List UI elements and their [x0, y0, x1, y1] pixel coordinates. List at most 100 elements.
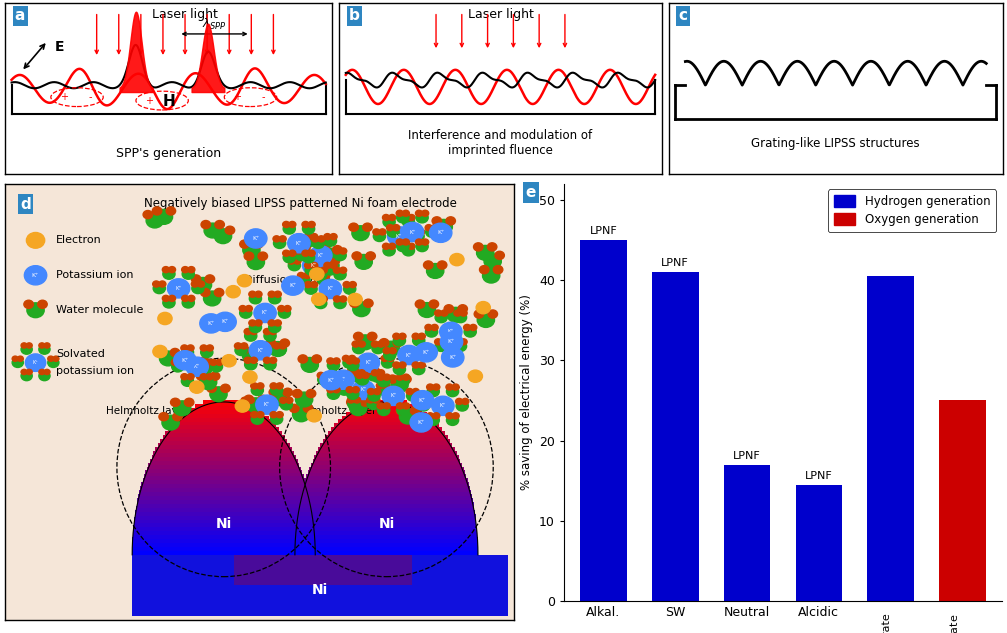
Bar: [296, 529, 477, 536]
Text: K⁺: K⁺: [310, 263, 317, 268]
Circle shape: [239, 306, 247, 311]
Circle shape: [347, 370, 361, 381]
Bar: [132, 545, 315, 551]
Circle shape: [279, 235, 286, 242]
Circle shape: [394, 364, 406, 375]
Circle shape: [153, 346, 167, 358]
Circle shape: [222, 354, 237, 367]
Circle shape: [310, 234, 318, 240]
Text: Grating-like LIPSS structures: Grating-like LIPSS structures: [751, 137, 920, 150]
Bar: [139, 490, 308, 496]
Circle shape: [308, 222, 315, 227]
Circle shape: [332, 370, 354, 389]
Circle shape: [184, 398, 194, 406]
Text: a: a: [15, 8, 25, 23]
Circle shape: [454, 312, 466, 323]
Circle shape: [372, 370, 379, 376]
Circle shape: [352, 343, 365, 354]
Circle shape: [464, 327, 476, 337]
Circle shape: [173, 413, 182, 421]
Circle shape: [389, 243, 396, 249]
Circle shape: [264, 360, 276, 370]
Circle shape: [319, 246, 328, 254]
Text: K⁺: K⁺: [264, 402, 270, 407]
Circle shape: [304, 262, 311, 268]
Circle shape: [303, 404, 313, 413]
Circle shape: [244, 357, 251, 363]
Circle shape: [358, 341, 366, 347]
Circle shape: [26, 343, 32, 348]
Circle shape: [302, 256, 325, 275]
Circle shape: [402, 243, 409, 249]
Circle shape: [399, 362, 406, 368]
Circle shape: [306, 389, 316, 398]
Text: K⁺: K⁺: [361, 387, 367, 392]
Circle shape: [447, 308, 464, 322]
Circle shape: [271, 385, 283, 396]
Circle shape: [47, 356, 53, 361]
Circle shape: [191, 275, 200, 283]
Circle shape: [283, 250, 290, 256]
Circle shape: [323, 244, 330, 250]
Text: SPP's generation: SPP's generation: [116, 147, 222, 160]
Circle shape: [249, 320, 256, 326]
Circle shape: [324, 262, 331, 268]
Circle shape: [487, 243, 496, 251]
Circle shape: [238, 275, 252, 287]
Circle shape: [428, 348, 435, 354]
Circle shape: [236, 400, 250, 412]
Circle shape: [426, 227, 438, 237]
Circle shape: [26, 232, 44, 248]
Circle shape: [283, 223, 295, 234]
Circle shape: [429, 300, 439, 308]
Circle shape: [458, 304, 467, 313]
Circle shape: [372, 341, 379, 347]
Bar: [296, 525, 477, 531]
Circle shape: [352, 380, 375, 399]
Circle shape: [334, 298, 346, 308]
Circle shape: [377, 385, 389, 395]
Circle shape: [249, 291, 256, 298]
Bar: [334, 423, 439, 429]
Bar: [295, 533, 477, 539]
Circle shape: [245, 330, 257, 341]
Circle shape: [408, 243, 415, 249]
Circle shape: [423, 398, 430, 404]
Circle shape: [185, 357, 195, 365]
Text: K⁺: K⁺: [181, 358, 188, 363]
Circle shape: [254, 303, 276, 323]
Circle shape: [247, 398, 265, 413]
Circle shape: [377, 374, 385, 380]
Circle shape: [433, 413, 440, 419]
Circle shape: [235, 343, 242, 349]
Circle shape: [244, 329, 251, 335]
Circle shape: [181, 376, 193, 386]
Circle shape: [25, 354, 45, 372]
Text: K⁺: K⁺: [296, 241, 302, 246]
Circle shape: [394, 335, 406, 346]
Circle shape: [441, 310, 448, 316]
Circle shape: [373, 397, 380, 403]
Bar: [299, 502, 473, 508]
Bar: [148, 463, 299, 468]
Text: K⁺: K⁺: [449, 355, 456, 360]
Circle shape: [351, 226, 370, 241]
Circle shape: [280, 398, 287, 403]
Circle shape: [476, 246, 493, 260]
Circle shape: [383, 341, 400, 356]
Text: Ni: Ni: [215, 517, 232, 531]
Bar: [134, 517, 313, 523]
Circle shape: [214, 289, 224, 297]
Text: Laser light: Laser light: [152, 8, 218, 22]
Circle shape: [255, 291, 262, 298]
Circle shape: [289, 250, 296, 256]
Circle shape: [21, 371, 32, 380]
Circle shape: [320, 296, 327, 302]
Bar: [133, 537, 315, 543]
Circle shape: [353, 368, 361, 374]
Circle shape: [21, 343, 27, 348]
Circle shape: [226, 226, 235, 234]
Circle shape: [484, 254, 501, 269]
Text: K⁺: K⁺: [207, 321, 214, 326]
Circle shape: [346, 358, 353, 364]
